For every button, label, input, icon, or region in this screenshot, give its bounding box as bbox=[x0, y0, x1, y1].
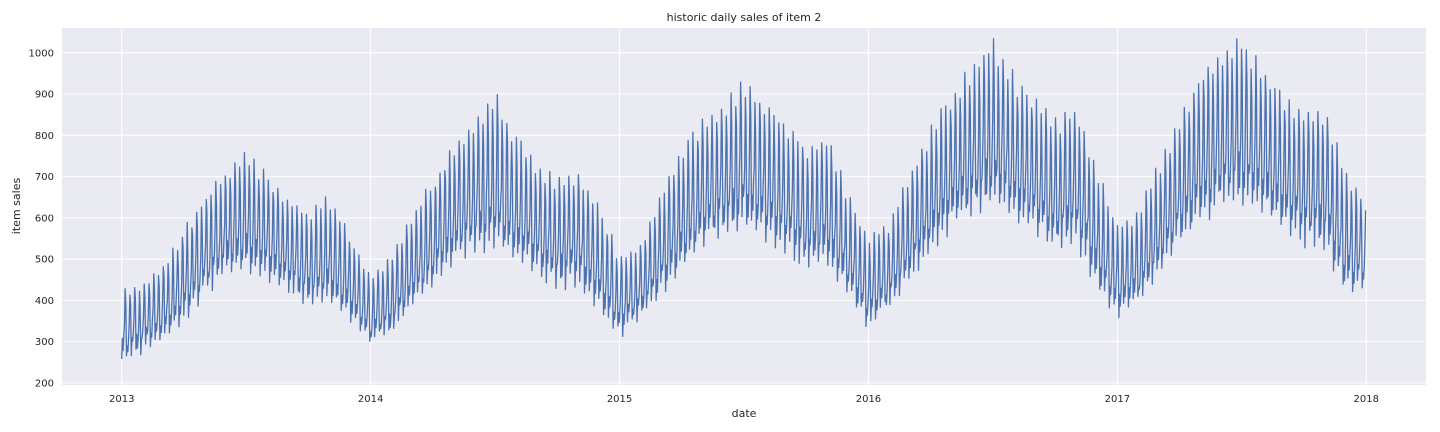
y-tick-label: 300 bbox=[35, 337, 54, 348]
y-axis-label: item sales bbox=[10, 178, 23, 235]
x-tick-label: 2017 bbox=[1105, 394, 1130, 405]
y-tick-label: 400 bbox=[35, 296, 54, 307]
y-tick-label: 500 bbox=[35, 255, 54, 266]
x-tick-label: 2014 bbox=[358, 394, 383, 405]
series-line-group bbox=[121, 38, 1367, 360]
y-tick-label: 800 bbox=[35, 131, 54, 142]
y-tick-label: 1000 bbox=[29, 48, 54, 59]
y-tick-label: 900 bbox=[35, 90, 54, 101]
x-tick-label: 2016 bbox=[856, 394, 881, 405]
x-tick-label: 2018 bbox=[1354, 394, 1379, 405]
y-axis-ticks: 200 300 400 500 600 700 800 900 1000 bbox=[29, 48, 54, 389]
x-tick-label: 2015 bbox=[607, 394, 632, 405]
series-line bbox=[121, 38, 1367, 360]
x-axis-label: date bbox=[732, 407, 757, 420]
x-tick-label: 2013 bbox=[109, 394, 134, 405]
plot-background bbox=[62, 28, 1426, 385]
y-tick-label: 200 bbox=[35, 378, 54, 389]
x-axis-ticks: 2013 2014 2015 2016 2017 2018 bbox=[109, 394, 1379, 405]
chart-title: historic daily sales of item 2 bbox=[667, 11, 822, 24]
y-tick-label: 600 bbox=[35, 213, 54, 224]
y-tick-label: 700 bbox=[35, 172, 54, 183]
